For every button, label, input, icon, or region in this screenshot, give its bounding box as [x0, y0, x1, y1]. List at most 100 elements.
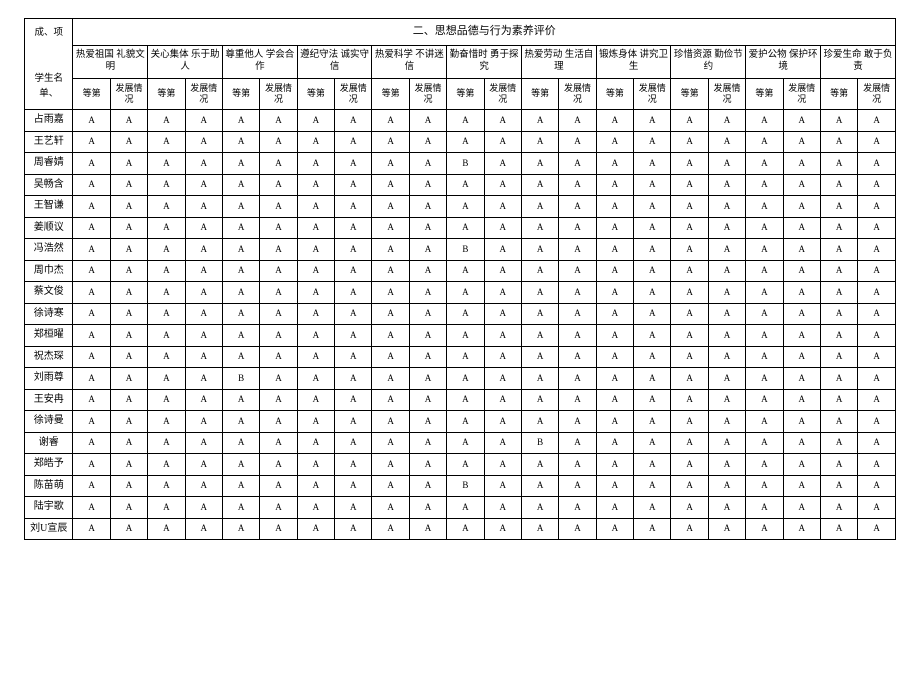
data-cell: A	[73, 282, 110, 304]
data-cell: A	[73, 368, 110, 390]
table-row: 刘U宣辰AAAAAAAAAAAAAAAAAAAAAA	[25, 518, 896, 540]
data-cell: A	[596, 282, 633, 304]
data-cell: A	[148, 454, 185, 476]
data-cell: A	[185, 411, 222, 433]
data-cell: A	[634, 518, 671, 540]
data-cell: A	[484, 131, 521, 153]
data-cell: A	[185, 368, 222, 390]
sub-header-dev: 发展情况	[260, 78, 297, 110]
data-cell: A	[559, 110, 596, 132]
data-cell: A	[148, 131, 185, 153]
data-cell: A	[521, 153, 558, 175]
data-cell: A	[671, 131, 708, 153]
data-cell: A	[671, 325, 708, 347]
sub-header-dev: 发展情况	[708, 78, 745, 110]
data-cell: A	[185, 389, 222, 411]
data-cell: A	[484, 325, 521, 347]
group-header: 热爱劳动 生活自理	[521, 45, 596, 78]
data-cell: A	[858, 153, 896, 175]
data-cell: A	[260, 153, 297, 175]
data-cell: A	[783, 217, 820, 239]
data-cell: A	[110, 239, 147, 261]
data-cell: A	[73, 346, 110, 368]
data-cell: A	[634, 454, 671, 476]
data-cell: A	[297, 346, 334, 368]
data-cell: A	[521, 454, 558, 476]
data-cell: A	[521, 239, 558, 261]
data-cell: A	[484, 303, 521, 325]
corner-header: 成、项 学生名单、	[25, 19, 73, 110]
data-cell: A	[746, 110, 783, 132]
sub-header-dev: 发展情况	[335, 78, 372, 110]
data-cell: A	[596, 303, 633, 325]
data-cell: A	[858, 325, 896, 347]
data-cell: A	[596, 260, 633, 282]
data-cell: A	[858, 432, 896, 454]
data-cell: A	[484, 282, 521, 304]
data-cell: A	[708, 346, 745, 368]
data-cell: A	[409, 303, 446, 325]
data-cell: A	[634, 131, 671, 153]
data-cell: A	[185, 475, 222, 497]
data-cell: A	[73, 475, 110, 497]
data-cell: A	[559, 389, 596, 411]
student-name: 徐诗曼	[25, 411, 73, 433]
data-cell: A	[409, 131, 446, 153]
data-cell: A	[372, 174, 409, 196]
table-body: 占雨嘉AAAAAAAAAAAAAAAAAAAAAA王艺轩AAAAAAAAAAAA…	[25, 110, 896, 540]
data-cell: A	[260, 411, 297, 433]
data-cell: A	[409, 174, 446, 196]
data-cell: A	[447, 260, 484, 282]
data-cell: A	[634, 110, 671, 132]
sub-header-level: 等第	[521, 78, 558, 110]
data-cell: A	[148, 260, 185, 282]
data-cell: A	[783, 454, 820, 476]
data-cell: A	[783, 368, 820, 390]
data-cell: A	[596, 153, 633, 175]
sub-header-level: 等第	[596, 78, 633, 110]
data-cell: A	[746, 153, 783, 175]
data-cell: A	[708, 196, 745, 218]
evaluation-table: 成、项 学生名单、 二、思想品德与行为素养评价 热爱祖国 礼貌文明关心集体 乐于…	[24, 18, 896, 540]
data-cell: A	[297, 432, 334, 454]
data-cell: A	[260, 346, 297, 368]
student-name: 郑皓予	[25, 454, 73, 476]
table-row: 郑桓曜AAAAAAAAAAAAAAAAAAAAAA	[25, 325, 896, 347]
data-cell: A	[335, 282, 372, 304]
data-cell: A	[222, 260, 259, 282]
data-cell: A	[746, 475, 783, 497]
data-cell: A	[634, 368, 671, 390]
data-cell: A	[634, 346, 671, 368]
data-cell: A	[559, 518, 596, 540]
data-cell: A	[858, 411, 896, 433]
data-cell: A	[73, 325, 110, 347]
group-header: 热爱科学 不讲迷信	[372, 45, 447, 78]
data-cell: A	[746, 174, 783, 196]
data-cell: A	[671, 497, 708, 519]
data-cell: A	[746, 196, 783, 218]
data-cell: A	[260, 217, 297, 239]
data-cell: A	[148, 217, 185, 239]
data-cell: A	[409, 346, 446, 368]
data-cell: A	[634, 282, 671, 304]
table-row: 徐诗曼AAAAAAAAAAAAAAAAAAAAAA	[25, 411, 896, 433]
data-cell: A	[148, 303, 185, 325]
student-name: 周睿婧	[25, 153, 73, 175]
section-title: 二、思想品德与行为素养评价	[73, 19, 896, 46]
data-cell: A	[148, 432, 185, 454]
table-row: 王艺轩AAAAAAAAAAAAAAAAAAAAAA	[25, 131, 896, 153]
data-cell: A	[671, 368, 708, 390]
data-cell: A	[746, 260, 783, 282]
data-cell: A	[559, 217, 596, 239]
student-name: 王智谦	[25, 196, 73, 218]
data-cell: A	[222, 239, 259, 261]
group-header: 锻炼身体 讲究卫生	[596, 45, 671, 78]
data-cell: A	[484, 196, 521, 218]
data-cell: A	[708, 239, 745, 261]
data-cell: A	[260, 454, 297, 476]
student-name: 谢睿	[25, 432, 73, 454]
data-cell: A	[447, 432, 484, 454]
data-cell: A	[671, 174, 708, 196]
data-cell: A	[335, 153, 372, 175]
table-row: 王智谦AAAAAAAAAAAAAAAAAAAAAA	[25, 196, 896, 218]
